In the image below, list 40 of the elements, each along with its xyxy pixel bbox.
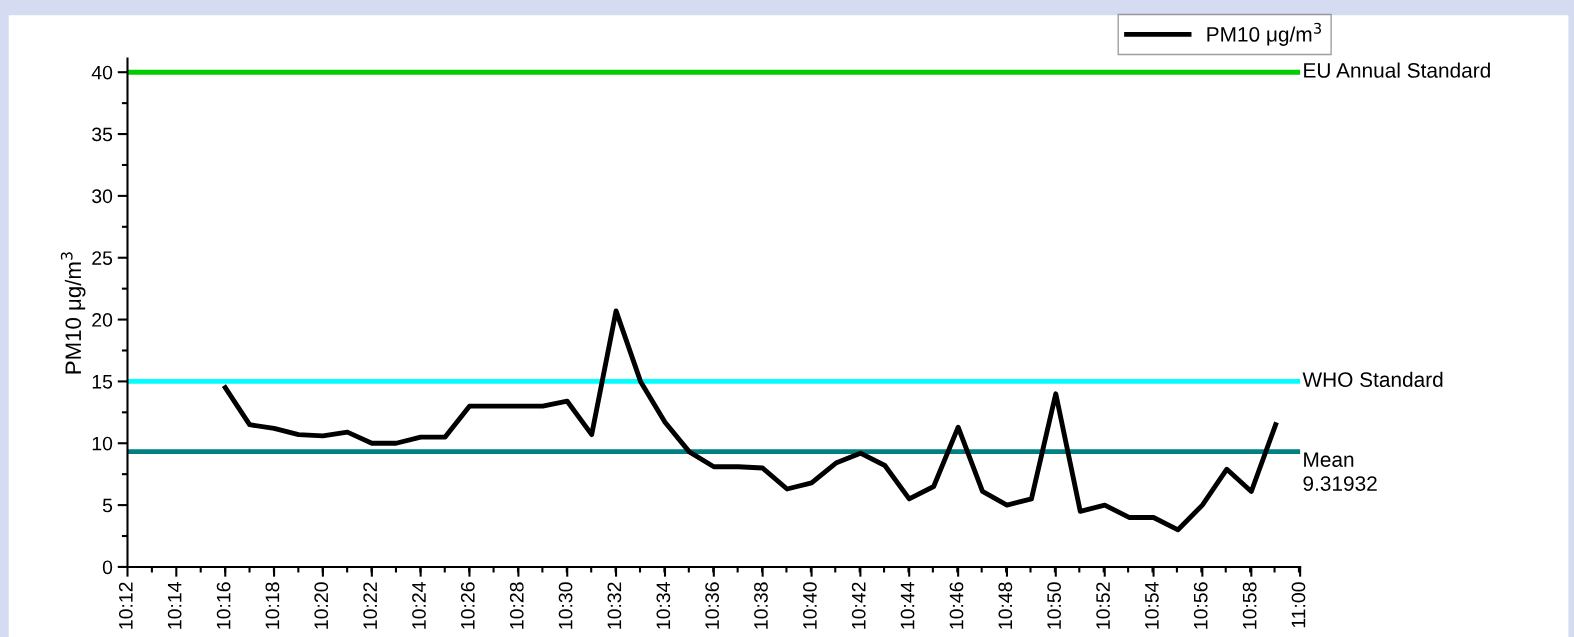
x-tick-label: 10:14 [167,582,182,629]
x-tick-label: 10:34 [656,582,671,629]
ref-line-label: Mean 9.31932 [1303,452,1377,491]
x-tick-label: 10:28 [509,582,524,629]
x-tick-label: 10:22 [363,582,378,629]
x-tick-label: 10:54 [1145,582,1159,629]
y-tick-label: 10 [92,436,113,451]
x-tick-label: 10:48 [998,582,1013,629]
y-tick-label: 25 [92,251,113,265]
y-tick-label: 30 [92,189,113,204]
x-tick-label: 10:12 [118,582,133,629]
x-tick-label: 10:42 [851,582,866,629]
x-tick-label: 10:20 [314,582,329,629]
y-tick-label: 5 [102,498,113,513]
y-axis-title: PM10 μg/m$^{3}$ [60,252,86,374]
ref-line-label: EU Annual Standard [1304,62,1490,78]
y-tick-label: 35 [92,127,113,142]
y-tick-label: 40 [91,65,113,80]
x-tick-label: 10:36 [705,582,720,629]
y-tick-label: 15 [92,375,113,389]
x-tick-label: 10:30 [558,582,573,629]
x-tick-label: 10:32 [607,582,622,629]
x-tick-label: 10:58 [1242,582,1257,629]
legend-label: PM10 μg/m$^{3}$ [1207,22,1321,46]
x-tick-label: 10:52 [1096,582,1110,629]
x-tick-label: 10:24 [412,582,426,629]
x-tick-label: 10:50 [1047,582,1061,629]
x-tick-label: 10:18 [265,582,280,629]
y-tick-label: 0 [102,560,113,575]
x-tick-label: 10:38 [754,582,768,629]
x-tick-label: 10:44 [900,582,915,629]
x-tick-label: 10:40 [803,582,817,629]
x-tick-label: 11:00 [1291,582,1306,628]
x-tick-label: 10:56 [1193,582,1208,629]
line-series [222,308,1279,533]
x-tick-label: 10:16 [216,582,231,629]
x-tick-label: 10:46 [949,582,964,629]
y-tick-label: 20 [92,313,113,327]
ref-line-label: WHO Standard [1302,371,1443,387]
x-tick-label: 10:26 [460,582,475,629]
